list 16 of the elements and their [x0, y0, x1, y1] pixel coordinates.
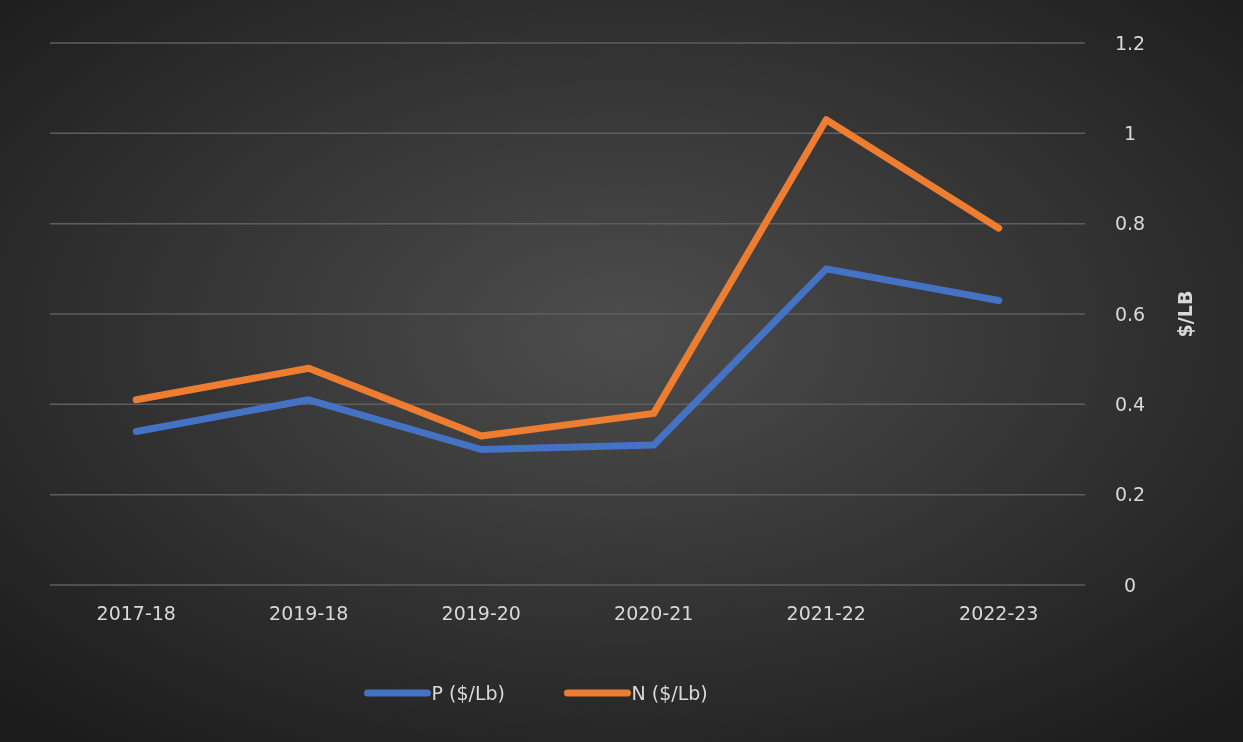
y-tick-label: 0.8: [1114, 212, 1146, 235]
y-tick-label: 0.2: [1114, 483, 1146, 506]
x-tick-label: 2020-21: [614, 602, 694, 624]
x-tick-label: 2022-23: [959, 602, 1039, 624]
y-tick-label: 0.6: [1114, 302, 1146, 325]
x-tick-label: 2017-18: [96, 602, 176, 624]
y-tick-label: 1: [1123, 121, 1137, 144]
x-tick-label: 2021-22: [786, 602, 866, 624]
y-tick-label: 0.4: [1114, 392, 1146, 415]
legend-label: N ($/Lb): [631, 681, 708, 704]
y-tick-label: 1.2: [1114, 31, 1146, 54]
y-tick-label: 0: [1123, 573, 1137, 596]
legend-label: P ($/Lb): [431, 681, 505, 704]
y-axis-title: $/LB: [1174, 290, 1196, 338]
x-tick-label: 2019-20: [441, 602, 521, 624]
x-tick-label: 2019-18: [269, 602, 349, 624]
